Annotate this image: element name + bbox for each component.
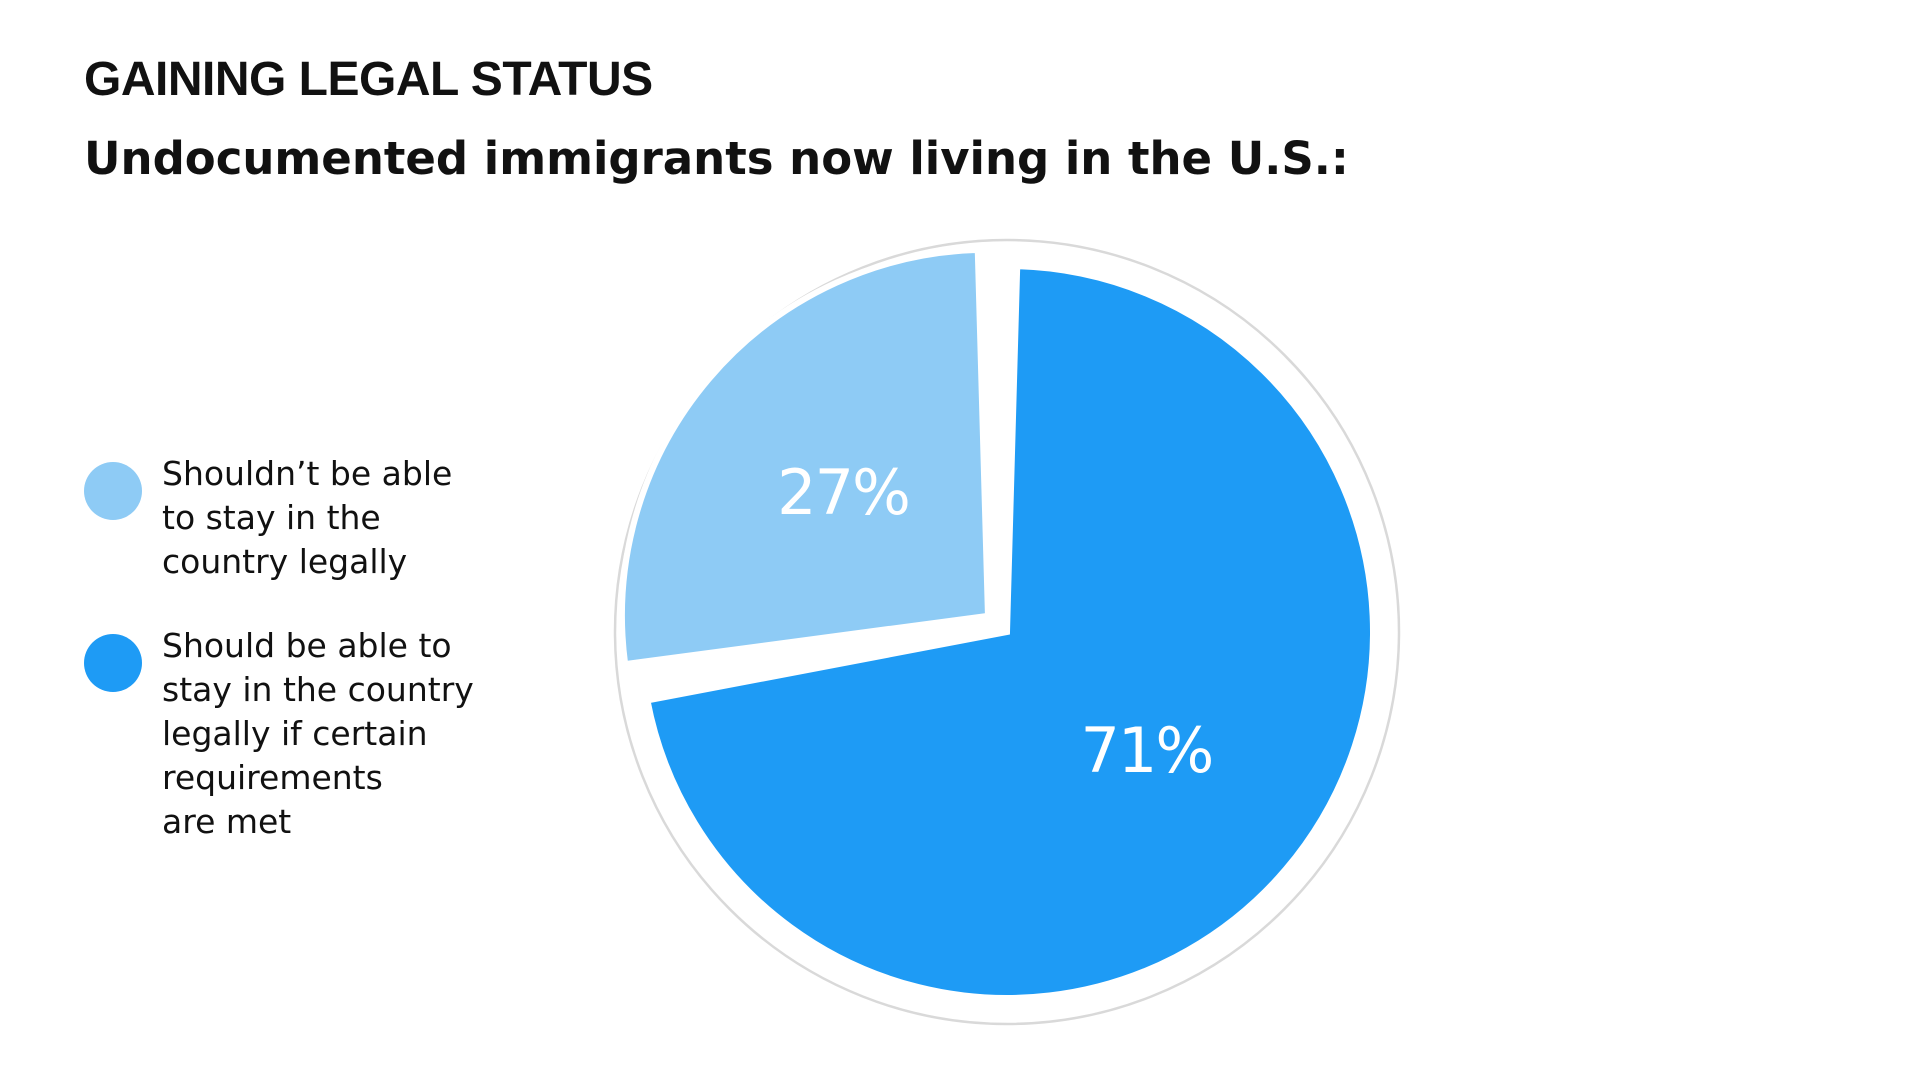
chart-subtitle: Undocumented immigrants now living in th… — [84, 132, 1349, 185]
legend-item-should-stay: Should be able to stay in the country le… — [84, 624, 504, 844]
pie-slice-0 — [618, 246, 992, 668]
pie-slices — [618, 246, 1376, 1001]
legend-swatch-blue — [84, 634, 142, 692]
legend-item-shouldnt-stay: Shouldn’t be able to stay in the country… — [84, 452, 504, 584]
pie-slice-1 — [643, 263, 1376, 1001]
legend: Shouldn’t be able to stay in the country… — [84, 452, 504, 884]
pie-slice-labels: 27% 71% — [777, 456, 1214, 787]
legend-label-shouldnt-stay: Shouldn’t be able to stay in the country… — [162, 454, 453, 581]
pie-slice-label-1: 71% — [1080, 714, 1212, 787]
legend-swatch-light-blue — [84, 462, 142, 520]
legend-label-should-stay: Should be able to stay in the country le… — [162, 626, 474, 841]
chart-title: GAINING LEGAL STATUS — [84, 53, 653, 106]
pie-slice-label-0: 27% — [777, 456, 909, 529]
